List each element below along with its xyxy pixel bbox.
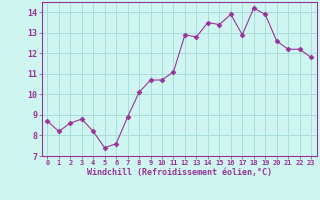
X-axis label: Windchill (Refroidissement éolien,°C): Windchill (Refroidissement éolien,°C): [87, 168, 272, 177]
